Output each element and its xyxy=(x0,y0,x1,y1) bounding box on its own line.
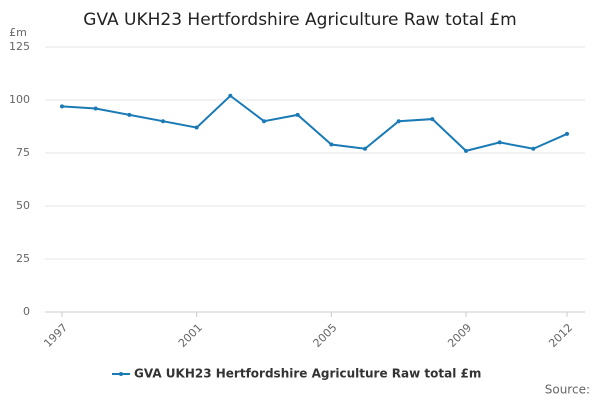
point xyxy=(93,106,98,111)
point xyxy=(497,140,502,145)
x-tick-label: 2001 xyxy=(176,321,205,350)
point xyxy=(295,112,300,117)
point xyxy=(194,125,199,130)
x-tick-label: 2005 xyxy=(311,321,340,350)
legend-label: GVA UKH23 Hertfordshire Agriculture Raw … xyxy=(134,367,481,381)
point xyxy=(161,119,165,124)
y-tick-label: 100 xyxy=(9,93,30,106)
source: Source: xyxy=(545,383,590,397)
y-tick-label: 50 xyxy=(16,199,30,212)
y-unit: £m xyxy=(9,26,27,39)
point xyxy=(60,104,64,109)
point xyxy=(127,112,132,117)
y-tick-label: 75 xyxy=(16,146,30,159)
point xyxy=(228,93,233,98)
legend-marker xyxy=(119,372,123,376)
point xyxy=(430,117,435,122)
point xyxy=(329,142,334,147)
x-tick-label: 1997 xyxy=(41,321,70,350)
point xyxy=(262,119,266,124)
series-line xyxy=(61,94,568,152)
point xyxy=(531,146,536,151)
point xyxy=(565,131,569,136)
x-tick-label: 2012 xyxy=(546,321,575,350)
y-tick-label: 25 xyxy=(16,252,30,265)
y-tick-label: 0 xyxy=(23,305,30,318)
x-tick-label: 2009 xyxy=(445,321,474,350)
point xyxy=(396,119,401,124)
y-tick-label: 125 xyxy=(9,40,30,53)
chart-title: GVA UKH23 Hertfordshire Agriculture Raw … xyxy=(83,10,516,30)
point xyxy=(464,148,468,153)
point xyxy=(363,146,367,151)
